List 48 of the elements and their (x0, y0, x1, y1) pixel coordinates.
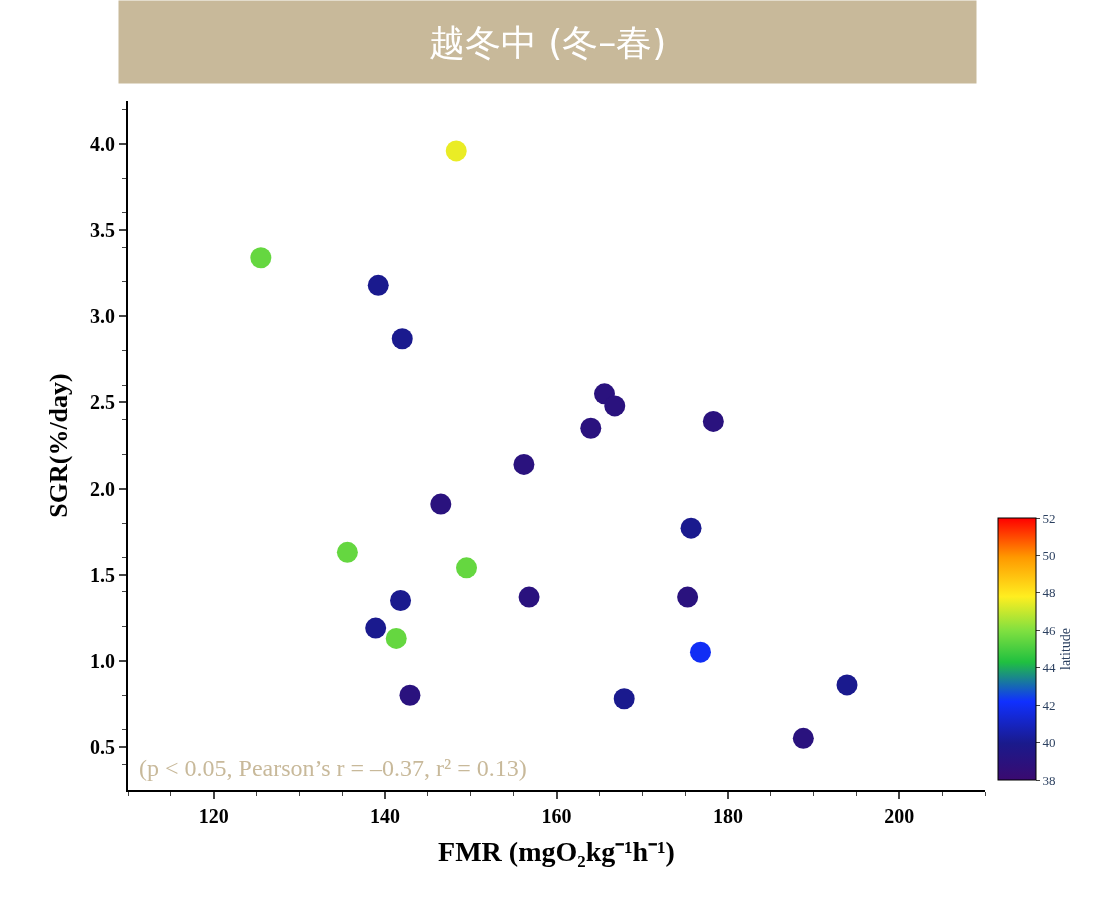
point (391, 328, 413, 350)
x-axis-title: FMR (mgO₂kg⁻¹h⁻¹) (438, 835, 675, 867)
y-axis-title: SGR(%/day) (43, 373, 73, 518)
point (518, 586, 540, 608)
color-bar-label: 52 (1042, 510, 1056, 526)
point (792, 727, 814, 749)
y-tick-label: 3.0 (90, 305, 115, 328)
y-tick-label: 2.5 (90, 391, 115, 414)
y-tick-label: 0.5 (90, 735, 115, 758)
chart-title: 越冬中 (冬–春) (428, 21, 667, 63)
point (390, 590, 412, 612)
y-tick-label: 1.0 (90, 649, 115, 672)
point (250, 247, 272, 269)
color-bar-label: 40 (1042, 735, 1056, 751)
point (367, 274, 389, 296)
color-bar-label: 42 (1042, 697, 1056, 713)
color-bar-label: 50 (1042, 547, 1056, 563)
point (702, 410, 724, 432)
color-bar-label: 38 (1042, 772, 1056, 788)
x-tick-label: 160 (541, 805, 572, 827)
point (677, 586, 699, 608)
point (365, 617, 387, 639)
point (836, 674, 858, 696)
point (513, 453, 535, 475)
x-tick-label: 180 (712, 805, 743, 827)
point (445, 140, 467, 162)
point (385, 627, 407, 649)
y-tick-label: 3.5 (90, 219, 115, 242)
y-tick-label: 1.5 (90, 563, 115, 586)
annotation: (p < 0.05, Pearson’s r = –0.37, r² = 0.13) (139, 755, 527, 781)
color-bar-label: 44 (1042, 660, 1057, 676)
y-tick-label: 2.0 (90, 477, 115, 500)
point (613, 688, 635, 710)
x-tick-label: 200 (884, 805, 915, 827)
x-tick-label: 120 (198, 805, 229, 827)
point (680, 517, 702, 539)
point (689, 641, 711, 663)
point (456, 557, 478, 579)
color-bar-label: 48 (1042, 585, 1056, 601)
point (580, 417, 602, 439)
x-tick-label: 140 (370, 805, 401, 827)
point (336, 541, 358, 563)
point (399, 684, 421, 706)
color-bar-label: 46 (1042, 622, 1057, 638)
point (430, 493, 452, 515)
point (604, 395, 626, 417)
color-bar-title: latitude (1058, 628, 1074, 670)
y-tick-label: 4.0 (90, 133, 115, 156)
